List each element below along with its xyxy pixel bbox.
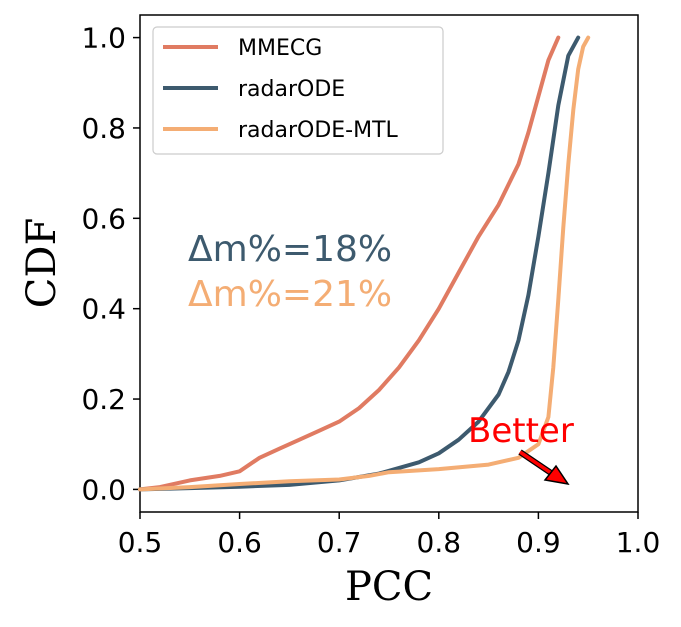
series-line-radarode-mtl: [138, 35, 591, 492]
x-tick-label: 0.9: [516, 526, 561, 559]
better-arrow-icon: [518, 449, 570, 486]
axis-ticks: 0.5 0.6 0.7 0.8 0.9 1.0 0.0 0.2 0.4 0.6 0.8 1.0: [81, 22, 660, 559]
legend: MMECG radarODE radarODE-MTL: [152, 26, 444, 155]
series-line-mmecg: [138, 35, 561, 492]
y-tick-label: 1.0: [81, 22, 126, 55]
series-line-radarode: [138, 35, 581, 492]
x-tick-label: 0.7: [317, 526, 362, 559]
plot-frame: [139, 14, 639, 513]
y-tick-label: 0.6: [81, 202, 126, 235]
legend-label-radarode: radarODE: [238, 77, 345, 102]
x-tick-label: 0.6: [217, 526, 262, 559]
y-tick-label: 0.2: [81, 383, 126, 416]
x-tick-label: 0.8: [417, 526, 462, 559]
annotation-radarode-mtl: Δm%=21%: [188, 274, 392, 315]
y-tick-label: 0.0: [81, 473, 126, 506]
better-label: Better: [468, 411, 574, 451]
x-tick-label: 0.5: [118, 526, 163, 559]
x-tick-label: 1.0: [616, 526, 661, 559]
series-lines: [138, 35, 591, 492]
y-axis-title: CDF: [19, 218, 65, 308]
y-tick-label: 0.8: [81, 112, 126, 145]
legend-box: [152, 26, 444, 155]
legend-label-radarode-mtl: radarODE-MTL: [238, 118, 399, 143]
y-tick-label: 0.4: [81, 293, 126, 326]
x-axis-title: PCC: [345, 564, 433, 610]
legend-label-mmecg: MMECG: [238, 36, 322, 61]
annotation-radarode: Δm%=18%: [188, 229, 392, 270]
